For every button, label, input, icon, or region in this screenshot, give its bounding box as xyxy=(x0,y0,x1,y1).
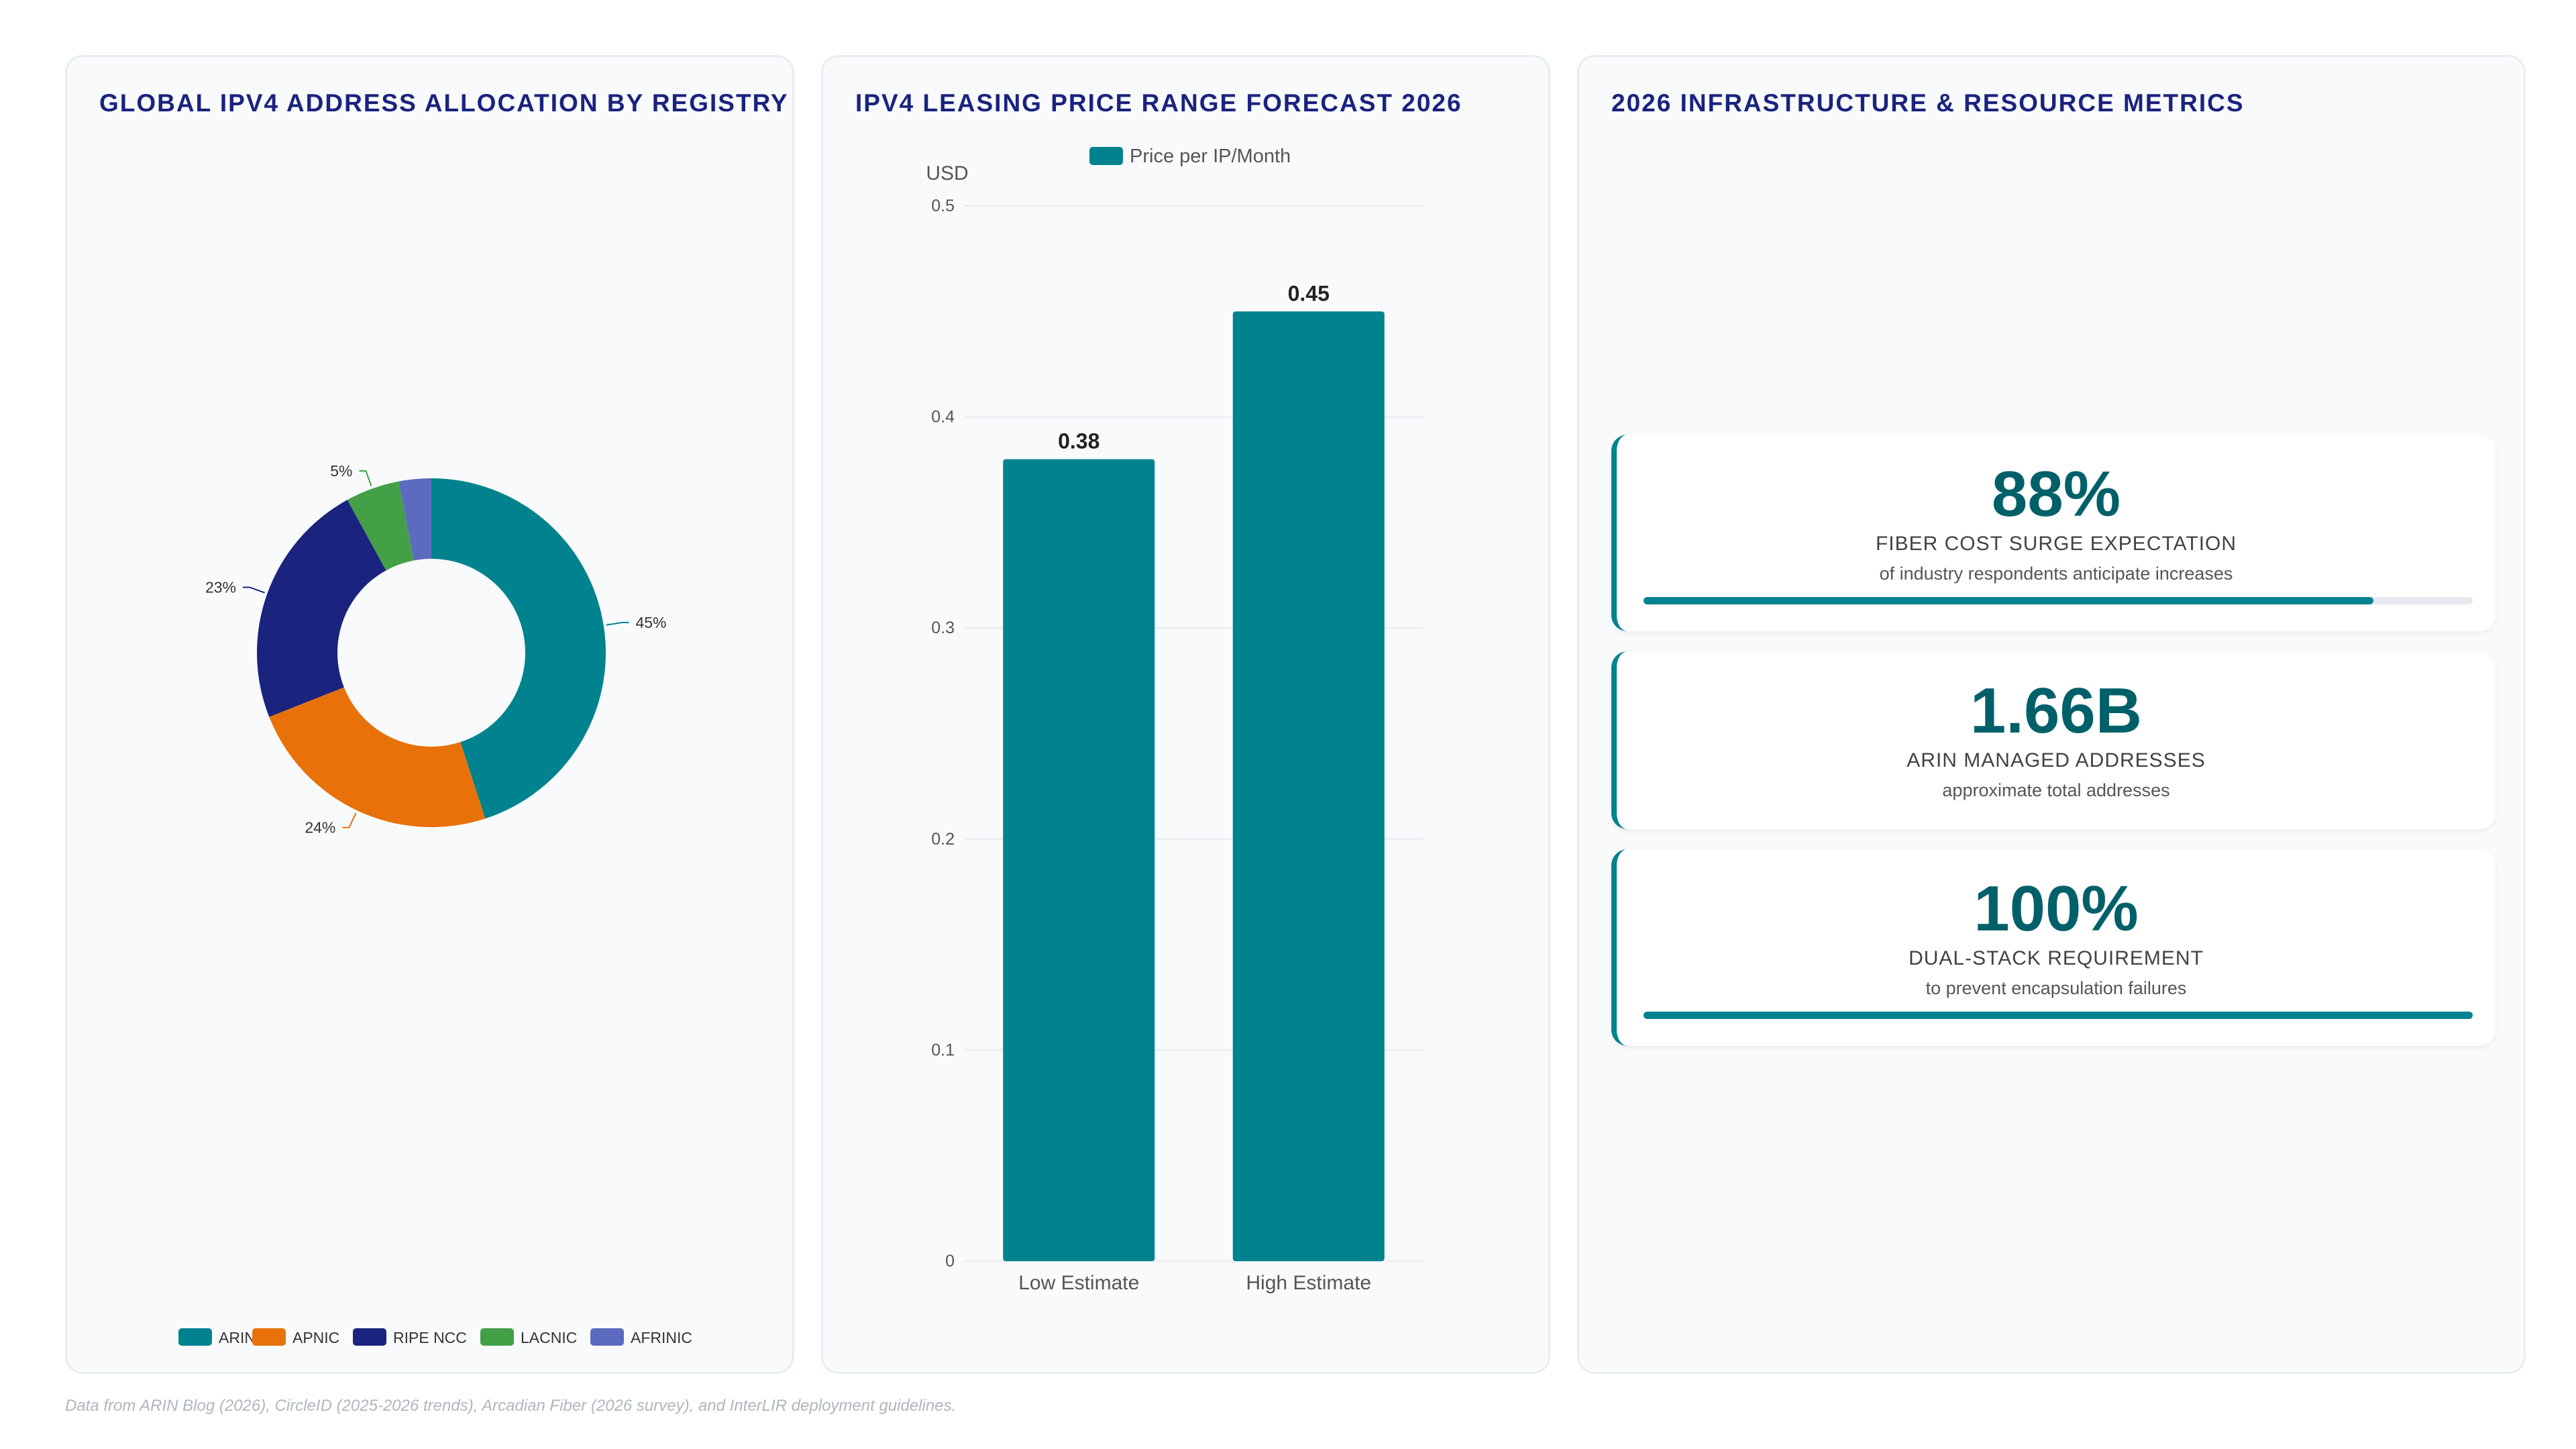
donut-label-leader xyxy=(243,586,265,594)
progress-fill xyxy=(1644,597,2373,604)
donut-label-leader xyxy=(342,812,357,828)
donut-slice-ripe-ncc xyxy=(256,500,386,717)
metric-value: 1.66B xyxy=(1970,675,2143,747)
donut-label-leader xyxy=(359,470,372,486)
metrics-panel-title: 2026 INFRASTRUCTURE & RESOURCE METRICS xyxy=(1611,89,2245,117)
metric-card-fiber-cost: 88% FIBER COST SURGE EXPECTATION of indu… xyxy=(1611,435,2496,631)
metric-label: DUAL-STACK REQUIREMENT xyxy=(1909,947,2204,969)
donut-data-label: 45% xyxy=(635,614,666,631)
legend-swatch-ripe-ncc xyxy=(353,1328,386,1346)
y-tick-label: 0.1 xyxy=(931,1040,955,1059)
leasing-price-panel: IPV4 LEASING PRICE RANGE FORECAST 2026 0… xyxy=(821,55,1550,1374)
bar-data-label: 0.38 xyxy=(1058,429,1099,453)
y-tick-label: 0 xyxy=(945,1252,955,1271)
source-footnote: Data from ARIN Blog (2026), CircleID (20… xyxy=(65,1397,957,1415)
legend-label-ripe-ncc: RIPE NCC xyxy=(393,1329,467,1346)
progress-track xyxy=(1644,597,2473,604)
donut-slice-arin xyxy=(431,478,606,819)
y-tick-label: 0.3 xyxy=(931,619,955,637)
legend-swatch-lacnic xyxy=(480,1328,514,1346)
infrastructure-metrics-panel: 2026 INFRASTRUCTURE & RESOURCE METRICS 8… xyxy=(1577,55,2526,1374)
legend-label-lacnic: LACNIC xyxy=(521,1329,577,1346)
x-tick-label: High Estimate xyxy=(1246,1272,1371,1294)
donut-chart-title: GLOBAL IPV4 ADDRESS ALLOCATION BY REGIST… xyxy=(99,89,789,117)
bar-low-estimate xyxy=(1003,459,1155,1261)
legend-label-price: Price per IP/Month xyxy=(1130,146,1291,167)
donut-label-leader xyxy=(606,621,629,626)
legend-label-arin: ARIN xyxy=(219,1329,256,1346)
legend-label-apnic: APNIC xyxy=(292,1329,339,1346)
y-tick-label: 0.2 xyxy=(931,830,955,849)
donut-data-label: 23% xyxy=(205,578,236,596)
y-axis-label: USD xyxy=(926,162,968,184)
metric-subtext: to prevent encapsulation failures xyxy=(1925,978,2187,998)
legend-label-afrinic: AFRINIC xyxy=(631,1329,692,1346)
metric-label: FIBER COST SURGE EXPECTATION xyxy=(1875,533,2237,555)
registry-allocation-panel: GLOBAL IPV4 ADDRESS ALLOCATION BY REGIST… xyxy=(65,55,794,1374)
registry-donut-chart: 45% 24% 23% 5% ARIN APNIC RIPE NCC LACNIC AFRINI… xyxy=(178,462,692,1346)
bar-high-estimate xyxy=(1232,311,1385,1261)
bar-data-label: 0.45 xyxy=(1288,281,1330,305)
legend-swatch-price xyxy=(1089,147,1123,165)
donut-data-label: 5% xyxy=(330,462,352,480)
progress-track xyxy=(1644,1012,2473,1019)
legend-swatch-afrinic xyxy=(590,1328,624,1346)
metric-card-arin-addresses: 1.66B ARIN MANAGED ADDRESSES approximate… xyxy=(1611,651,2496,829)
donut-slice-afrinic xyxy=(398,478,431,561)
metric-card-dual-stack: 100% DUAL-STACK REQUIREMENT to prevent e… xyxy=(1611,849,2496,1046)
donut-slice-apnic xyxy=(269,687,486,827)
donut-data-label: 24% xyxy=(305,819,335,837)
legend-swatch-apnic xyxy=(252,1328,286,1346)
y-tick-label: 0.4 xyxy=(931,408,955,427)
legend-swatch-arin xyxy=(178,1328,212,1346)
metric-value: 88% xyxy=(1991,458,2121,530)
metric-label: ARIN MANAGED ADDRESSES xyxy=(1907,749,2206,771)
donut-slice-lacnic xyxy=(347,481,414,571)
leasing-price-bar-chart: 0 0.1 0.2 0.3 0.4 0.5 USD Price per IP/Month 0.3… xyxy=(926,146,1424,1294)
metric-subtext: of industry respondents anticipate incre… xyxy=(1879,564,2233,584)
y-tick-label: 0.5 xyxy=(931,197,955,215)
metric-subtext: approximate total addresses xyxy=(1942,780,2170,800)
metric-value: 100% xyxy=(1974,873,2139,945)
bar-chart-title: IPV4 LEASING PRICE RANGE FORECAST 2026 xyxy=(855,89,1462,117)
x-tick-label: Low Estimate xyxy=(1018,1272,1139,1294)
progress-fill xyxy=(1644,1012,2473,1019)
